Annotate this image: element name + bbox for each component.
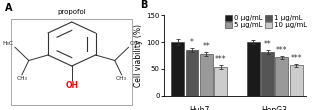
Text: Huh7: Huh7 <box>189 106 209 110</box>
Text: ***: *** <box>215 55 226 64</box>
Bar <box>275 57 288 96</box>
Text: CH₃: CH₃ <box>17 76 27 81</box>
Bar <box>214 67 227 96</box>
Text: CH₃: CH₃ <box>116 76 127 81</box>
Legend: 0 μg/mL, 5 μg/mL, 1 μg/mL, 10 μg/mL: 0 μg/mL, 5 μg/mL, 1 μg/mL, 10 μg/mL <box>224 14 308 29</box>
Text: A: A <box>4 3 12 13</box>
Bar <box>247 42 260 96</box>
Text: **: ** <box>202 42 210 51</box>
Bar <box>290 65 303 96</box>
Bar <box>261 52 274 96</box>
Text: OH: OH <box>65 81 78 90</box>
Text: B: B <box>140 0 148 10</box>
Text: *: * <box>190 38 194 47</box>
Text: H₃C: H₃C <box>3 41 14 46</box>
Bar <box>11 19 132 104</box>
Text: ***: *** <box>290 54 302 63</box>
Text: HepG3: HepG3 <box>262 106 288 110</box>
Bar <box>186 50 198 96</box>
Text: CH₃: CH₃ <box>130 41 141 46</box>
Text: **: ** <box>264 40 271 49</box>
Bar <box>171 42 184 96</box>
Bar <box>200 54 213 96</box>
Y-axis label: Cell viability (%): Cell viability (%) <box>134 24 143 87</box>
Text: ***: *** <box>276 46 288 55</box>
Text: propofol: propofol <box>57 9 86 15</box>
